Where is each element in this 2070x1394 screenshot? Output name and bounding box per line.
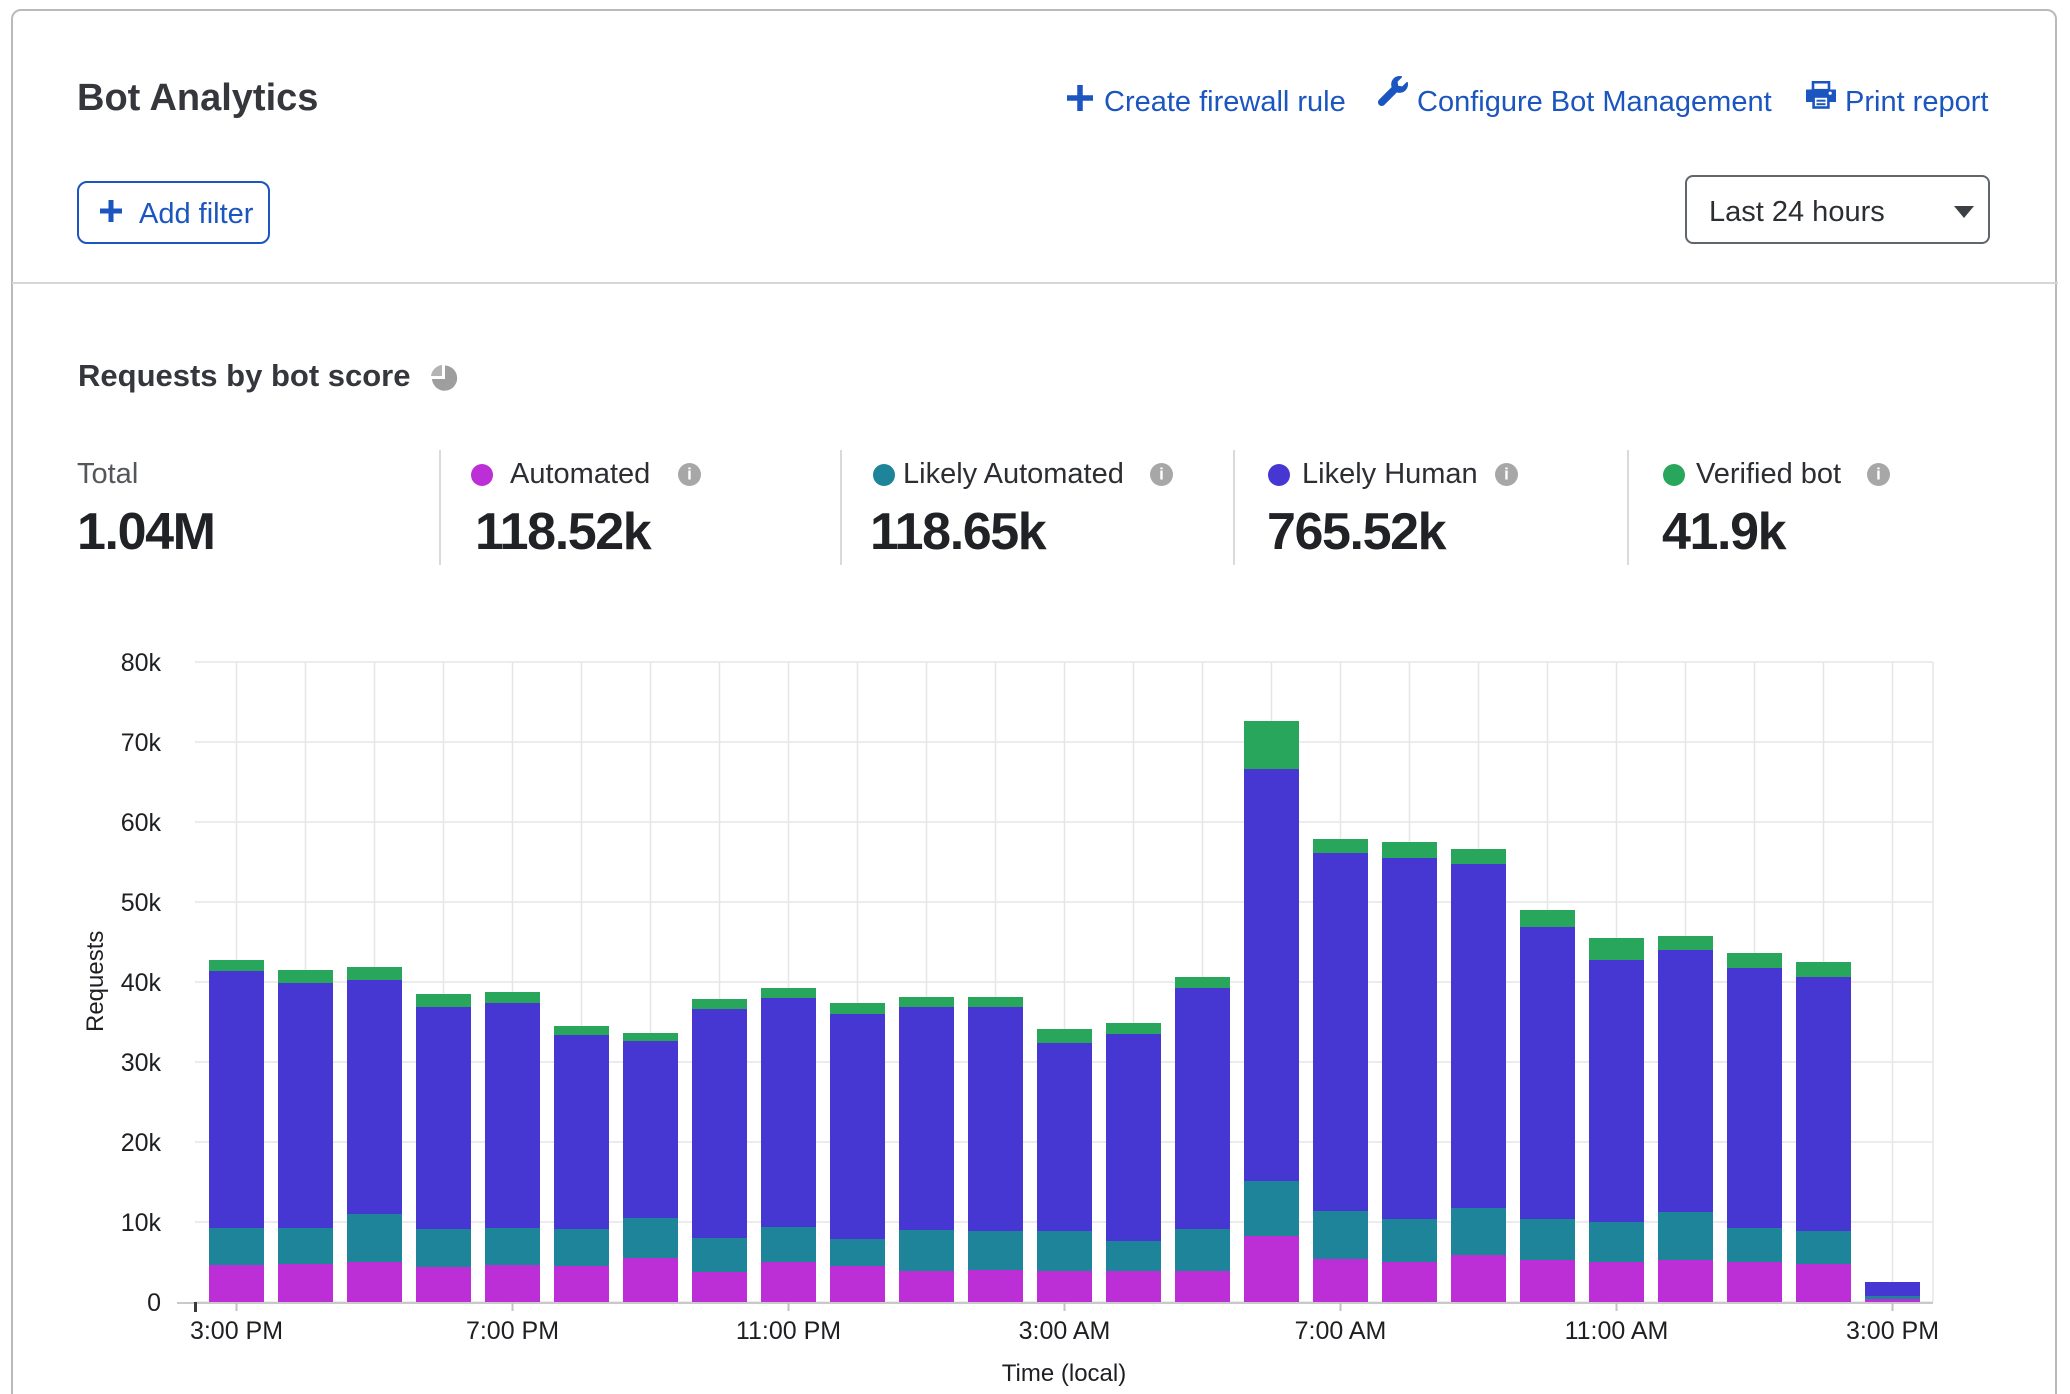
svg-text:80k: 80k (121, 649, 162, 677)
svg-text:Time (local): Time (local) (1002, 1360, 1126, 1387)
svg-text:3:00 AM: 3:00 AM (1019, 1317, 1111, 1345)
svg-text:11:00 PM: 11:00 PM (736, 1317, 841, 1345)
svg-text:Requests: Requests (82, 931, 109, 1032)
svg-text:70k: 70k (121, 729, 162, 757)
svg-text:3:00 PM: 3:00 PM (190, 1317, 283, 1345)
svg-text:0: 0 (147, 1289, 161, 1317)
svg-text:60k: 60k (121, 809, 162, 837)
svg-text:30k: 30k (121, 1049, 162, 1077)
svg-text:20k: 20k (121, 1129, 162, 1157)
svg-text:40k: 40k (121, 969, 162, 997)
svg-text:10k: 10k (121, 1209, 162, 1237)
svg-text:7:00 PM: 7:00 PM (466, 1317, 559, 1345)
svg-text:7:00 AM: 7:00 AM (1295, 1317, 1387, 1345)
svg-text:3:00 PM: 3:00 PM (1846, 1317, 1939, 1345)
svg-text:50k: 50k (121, 889, 162, 917)
svg-text:11:00 AM: 11:00 AM (1565, 1317, 1669, 1345)
